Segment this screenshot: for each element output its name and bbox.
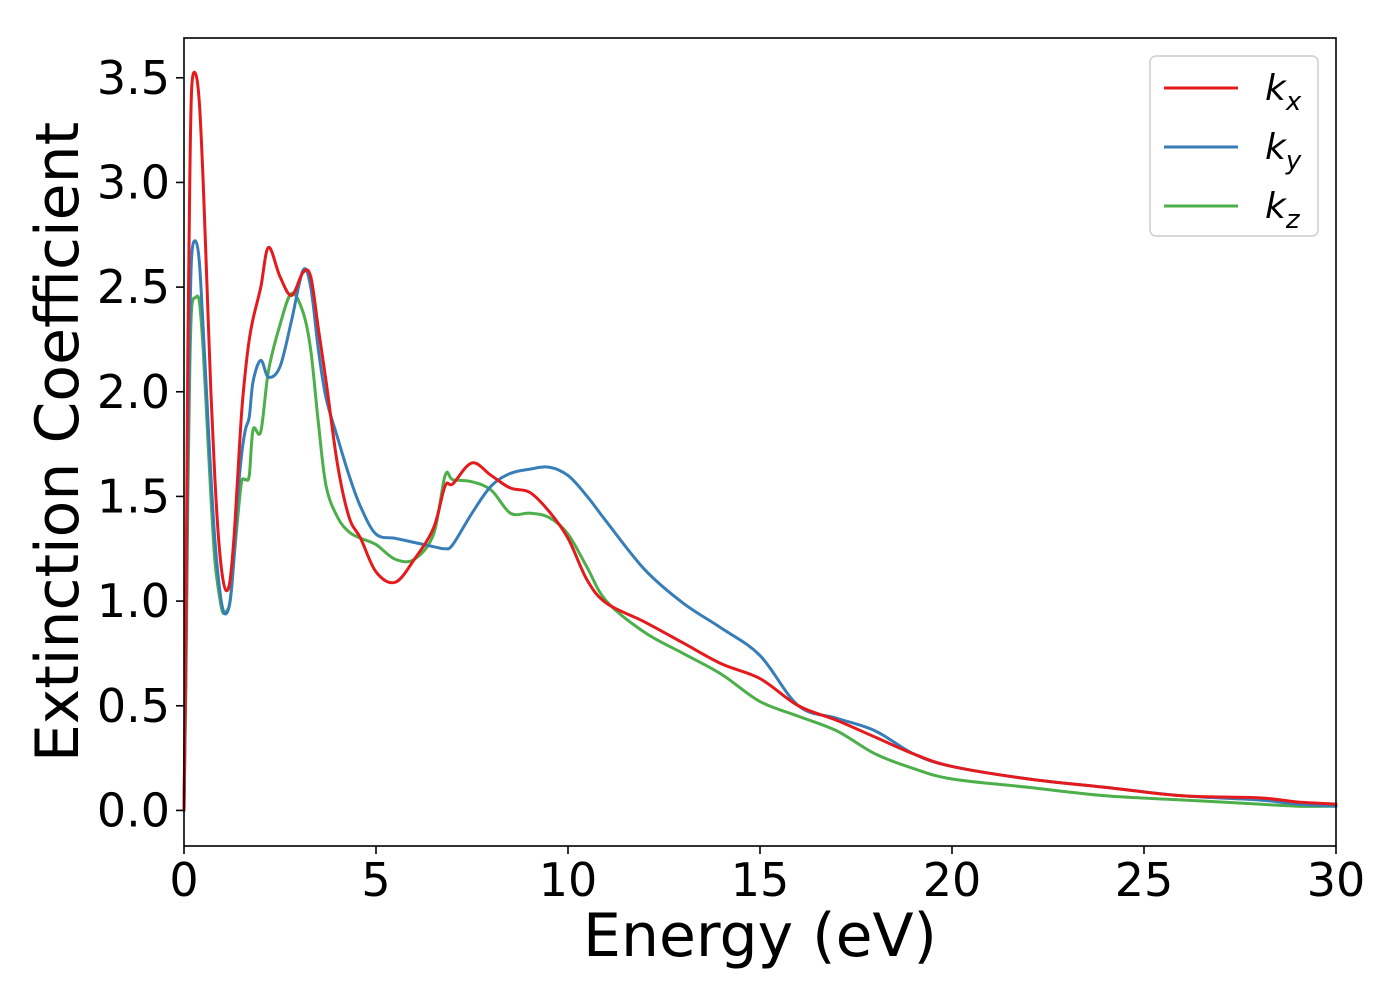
y-tick-label: 2.5: [97, 260, 170, 314]
y-tick-label: 0.0: [97, 783, 170, 837]
legend-label-x: kx: [1265, 68, 1302, 117]
legend-label-subscript: y: [1285, 146, 1302, 176]
legend-label-base: k: [1265, 186, 1288, 227]
y-axis-title: Extinction Coefficient: [23, 122, 93, 762]
y-tick-label: 3.0: [97, 155, 170, 209]
x-tick-label: 0: [169, 853, 198, 907]
x-axis: 0 5 10 15 20 25 30: [169, 846, 1365, 907]
x-tick-label: 30: [1307, 853, 1366, 907]
legend-label-base: k: [1265, 68, 1288, 109]
legend-label-y: ky: [1265, 127, 1302, 176]
y-tick-label: 2.0: [97, 365, 170, 419]
legend-label-subscript: z: [1285, 205, 1301, 235]
y-tick-label: 1.0: [97, 574, 170, 628]
legend-label-z: kz: [1265, 186, 1301, 235]
x-tick-label: 15: [731, 853, 790, 907]
x-tick-label: 25: [1115, 853, 1174, 907]
legend-label-base: k: [1265, 127, 1288, 168]
y-tick-label: 3.5: [97, 51, 170, 105]
x-tick-label: 10: [539, 853, 598, 907]
series-line-x: [182, 70, 1338, 812]
x-tick-label: 5: [361, 853, 390, 907]
y-tick-label: 0.5: [97, 679, 170, 733]
y-axis: 0.0 0.5 1.0 1.5 2.0 2.5 3.0 3.5: [97, 51, 184, 837]
x-axis-title: Energy (eV): [583, 901, 937, 971]
legend-label-subscript: x: [1285, 87, 1302, 117]
x-tick-label: 20: [923, 853, 982, 907]
plot-lines: [182, 70, 1338, 812]
y-tick-label: 1.5: [97, 469, 170, 523]
